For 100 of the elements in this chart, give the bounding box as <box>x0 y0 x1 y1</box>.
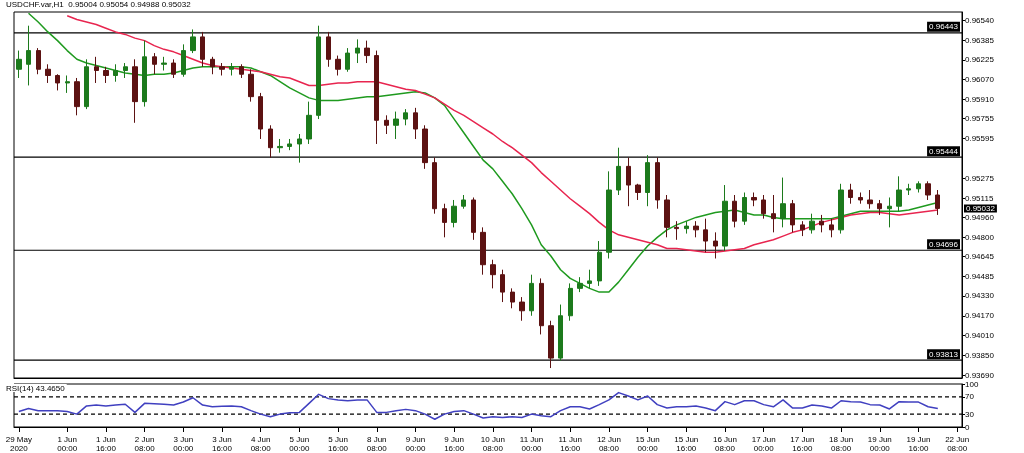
candlestick <box>103 66 109 84</box>
x-tick-label: 5 Jun 00:00 <box>289 435 310 453</box>
candlestick <box>393 111 399 140</box>
candlestick <box>529 274 534 317</box>
candlestick <box>306 101 312 145</box>
candlestick <box>684 220 689 235</box>
candlestick <box>45 63 51 84</box>
candlestick <box>239 63 244 79</box>
x-tick-label: 19 Jun 16:00 <box>906 435 931 453</box>
x-tick-label: 9 Jun 16:00 <box>444 435 465 453</box>
candlestick <box>848 183 853 205</box>
candlestick <box>461 194 466 210</box>
candlestick <box>548 320 554 369</box>
candlestick <box>451 199 457 228</box>
candlestick <box>645 154 650 207</box>
candlestick <box>16 50 22 79</box>
candlestick <box>674 220 679 241</box>
x-tick-label: 12 Jun 08:00 <box>596 435 621 453</box>
candlestick <box>500 269 505 303</box>
candlestick <box>838 183 844 235</box>
candlestick <box>771 194 776 233</box>
candlestick <box>587 269 592 289</box>
candlestick <box>809 213 815 235</box>
candlestick <box>519 296 525 322</box>
candlestick <box>36 47 41 75</box>
ref-line-label: 0.94696 <box>929 239 959 249</box>
x-tick-label: 16 Jun 08:00 <box>712 435 738 453</box>
y-tick-label: 0.95910 <box>965 94 995 104</box>
candlestick <box>732 194 737 228</box>
y-tick-label: 0.94800 <box>965 232 995 242</box>
candlestick <box>200 31 205 68</box>
x-tick-label: 3 Jun 00:00 <box>173 435 194 453</box>
x-tick-label: 22 Jun 08:00 <box>945 435 970 453</box>
y-tick-label: 0.96540 <box>965 16 995 26</box>
candlestick <box>935 189 940 216</box>
x-tick-label: 11 Jun 16:00 <box>558 435 582 453</box>
candlestick <box>74 77 80 116</box>
x-tick-label: 29 May 2020 <box>5 435 32 453</box>
x-tick-label: 5 Jun 16:00 <box>328 435 349 453</box>
candlestick <box>287 138 292 151</box>
candlestick <box>258 92 263 140</box>
y-tick-label: 0 <box>965 422 970 432</box>
candlestick <box>277 138 283 154</box>
candlestick <box>887 196 892 228</box>
candlestick <box>490 259 496 289</box>
y-tick-label: 0.95275 <box>965 173 995 183</box>
candlestick <box>877 199 882 216</box>
candlestick <box>384 114 389 135</box>
candlestick <box>626 157 631 207</box>
y-tick-label: 0.96225 <box>965 55 995 65</box>
candlestick <box>568 282 573 322</box>
candlestick <box>345 47 350 73</box>
candlestick <box>751 192 757 207</box>
candlestick <box>210 56 215 75</box>
x-tick-label: 3 Jun 16:00 <box>211 435 233 453</box>
x-tick-label: 15 Jun 16:00 <box>674 435 699 453</box>
candlestick <box>94 56 99 84</box>
y-tick-label: 0.93690 <box>965 371 995 381</box>
x-tick-label: 8 Jun 08:00 <box>366 435 388 453</box>
text: 0.95032 <box>966 203 996 213</box>
candlestick <box>829 218 834 238</box>
candlestick <box>635 183 641 201</box>
candlestick <box>742 192 747 226</box>
y-tick-label: 70 <box>965 392 975 402</box>
x-tick-label: 4 Jun 08:00 <box>250 435 272 453</box>
candlestick <box>316 25 321 120</box>
candlestick <box>906 183 911 196</box>
y-tick-label: 0.95595 <box>965 133 995 143</box>
candlestick <box>790 199 795 233</box>
candlestick <box>55 73 60 91</box>
candlestick <box>858 192 863 205</box>
x-tick-label: 9 Jun 00:00 <box>405 435 426 453</box>
candlestick <box>761 194 766 220</box>
candlestick <box>480 226 486 276</box>
candlestick <box>422 124 428 170</box>
candlestick <box>703 218 708 253</box>
x-tick-label: 1 Jun 00:00 <box>57 435 78 453</box>
ref-line-label: 0.93813 <box>929 349 959 359</box>
candlestick <box>26 25 31 86</box>
candlestick <box>152 52 157 75</box>
candlestick <box>248 68 254 103</box>
candlestick <box>364 40 370 64</box>
y-tick-label: 0.94960 <box>965 212 995 222</box>
x-tick-label: 19 Jun 00:00 <box>867 435 892 453</box>
candlestick <box>297 133 302 164</box>
candlestick <box>229 62 234 76</box>
candlestick <box>510 287 515 309</box>
candlestick <box>84 58 89 110</box>
candlestick <box>539 277 544 335</box>
y-tick-label: 0.94170 <box>965 311 995 321</box>
candlestick <box>190 28 196 54</box>
candlestick <box>326 31 331 68</box>
candlestick <box>819 214 824 233</box>
candlestick <box>471 196 476 241</box>
candlestick <box>867 189 873 210</box>
candlestick <box>713 231 718 259</box>
x-tick-label: 2 Jun 08:00 <box>134 435 156 453</box>
candlestick <box>355 38 360 64</box>
y-tick-label: 0.96385 <box>965 35 995 45</box>
chart-title: RSI(14) 43.4650 <box>6 383 66 393</box>
